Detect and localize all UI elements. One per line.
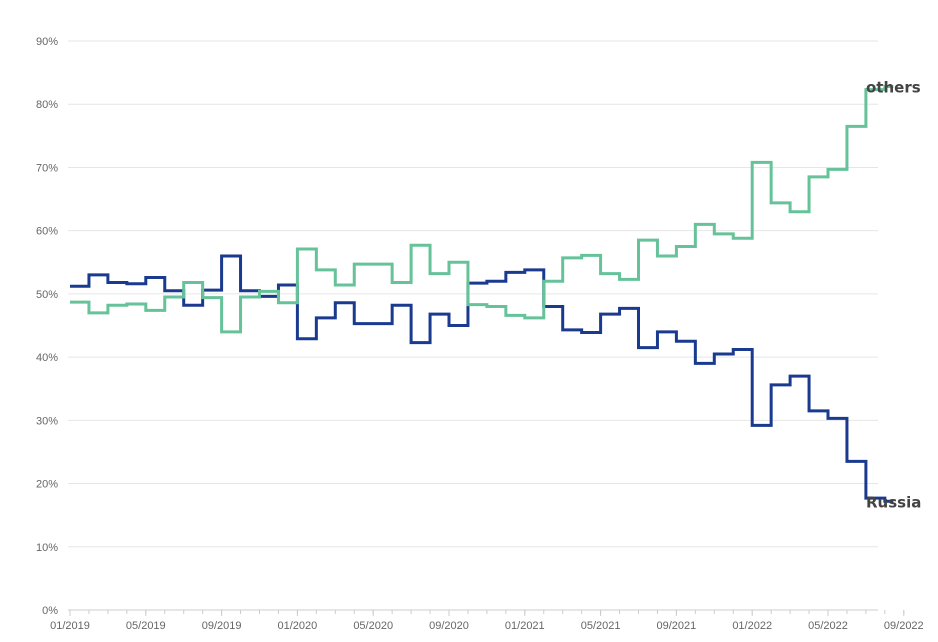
series-label-russia: Russia <box>866 493 921 511</box>
x-tick-label: 05/2019 <box>126 620 166 632</box>
series-labels: Russia others <box>866 79 921 512</box>
y-tick-label: 80% <box>36 99 58 111</box>
x-tick-label: 05/2021 <box>581 620 621 632</box>
x-tick-label: 01/2022 <box>732 620 772 632</box>
x-tick-label: 09/2021 <box>657 620 697 632</box>
x-tick-label: 01/2020 <box>278 620 318 632</box>
y-tick-label: 90% <box>36 36 58 48</box>
y-tick-label: 70% <box>36 162 58 174</box>
x-tick-label: 09/2022 <box>884 620 924 632</box>
x-tick-label: 01/2019 <box>50 620 90 632</box>
series-lines <box>70 85 894 503</box>
y-tick-label: 20% <box>36 479 58 491</box>
y-tick-label: 30% <box>36 415 58 427</box>
y-tick-label: 40% <box>36 352 58 364</box>
y-tick-label: 0% <box>42 605 58 617</box>
gridlines <box>68 40 878 548</box>
x-tick-label: 05/2020 <box>353 620 393 632</box>
series-label-others: others <box>866 79 921 97</box>
x-tick-label: 09/2020 <box>429 620 469 632</box>
series-line-russia <box>70 254 894 503</box>
y-tick-label: 10% <box>36 542 58 554</box>
x-tick-label: 05/2022 <box>808 620 848 632</box>
axes: 0% 10% 20% 30% 40% 50% 60% 70% 80% 90% 01/2019 05/2… <box>36 36 924 632</box>
x-tick-label: 09/2019 <box>202 620 242 632</box>
y-tick-label: 50% <box>36 289 58 301</box>
series-line-others <box>70 85 894 334</box>
y-tick-label: 60% <box>36 226 58 238</box>
x-tick-label: 01/2021 <box>505 620 545 632</box>
